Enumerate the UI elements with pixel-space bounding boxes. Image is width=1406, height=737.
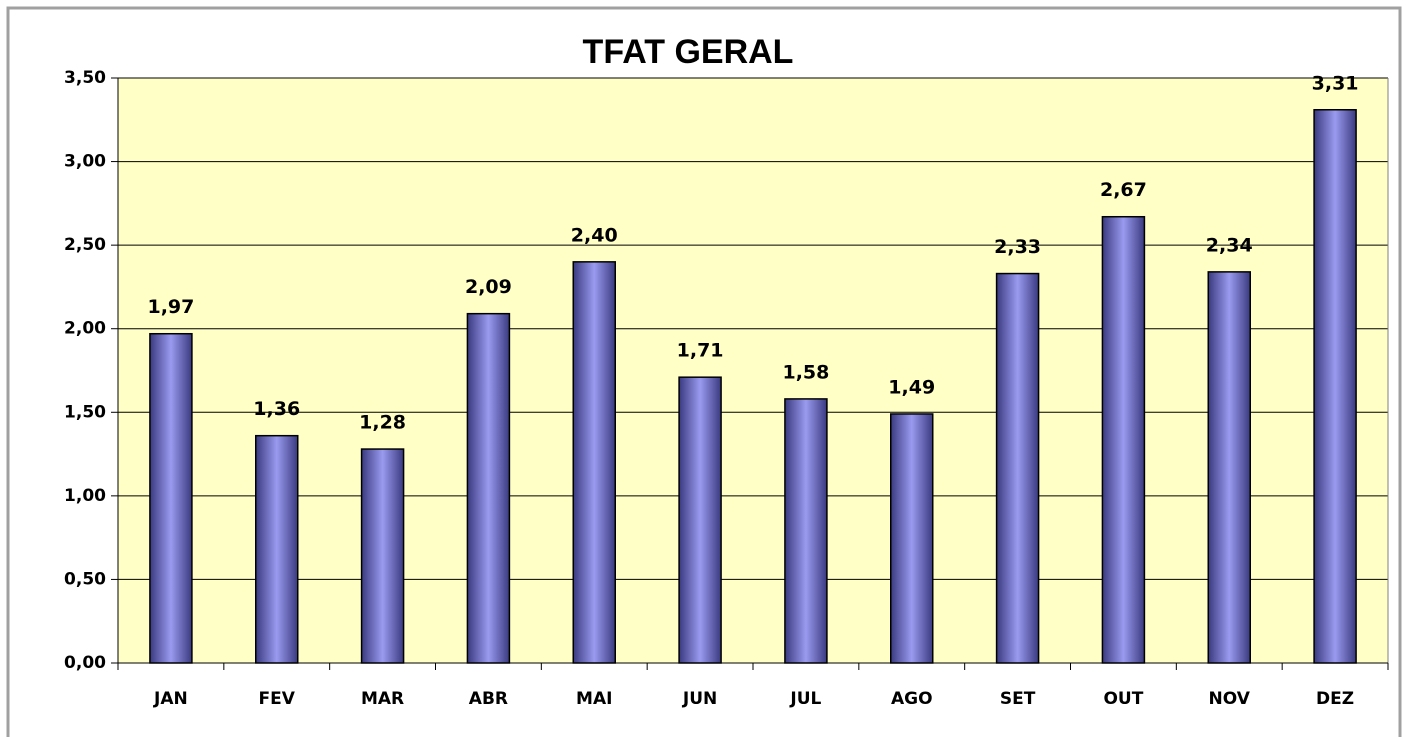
bar [360,448,405,664]
bar [1207,271,1251,664]
data-label: 1,49 [888,376,935,398]
y-tick-label: 1,00 [64,486,106,506]
y-tick-label: 3,50 [64,68,106,88]
data-label: 1,97 [147,296,194,318]
bar [890,413,934,664]
chart-title: TFAT GERAL [583,33,794,71]
y-tick-label: 1,50 [64,402,106,422]
bar [678,376,722,664]
x-tick-label: JUN [682,689,717,709]
x-tick-label: MAR [361,689,404,709]
data-label: 2,67 [1100,179,1147,201]
y-tick-label: 2,50 [64,235,106,255]
x-tick-label: JAN [153,689,188,709]
x-tick-label: AGO [891,689,933,709]
data-label: 1,71 [677,340,724,362]
x-tick-label: FEV [259,689,296,709]
bar [1101,215,1146,664]
bar [1313,109,1357,664]
bar [572,261,616,664]
data-label: 3,31 [1312,72,1359,94]
data-label: 1,58 [782,361,829,383]
data-label: 1,36 [253,398,300,420]
data-label: 2,33 [994,236,1041,258]
y-tick-label: 0,00 [64,653,106,673]
bar [784,398,828,664]
x-tick-label: ABR [469,689,508,709]
x-tick-label: NOV [1209,689,1251,709]
bar [255,434,299,664]
data-label: 1,28 [359,412,406,434]
data-label: 2,34 [1206,234,1253,256]
data-label: 2,40 [571,224,618,246]
y-tick-label: 2,00 [64,319,106,339]
bar [149,332,193,664]
plot-area [118,78,1388,663]
x-tick-label: JUL [789,689,821,709]
x-tick-label: MAI [576,689,612,709]
y-tick-label: 0,50 [64,569,106,589]
bar [995,272,1040,664]
bar [466,312,511,664]
y-tick-label: 3,00 [64,152,106,172]
x-tick-label: OUT [1103,689,1143,709]
x-tick-label: SET [1000,689,1036,709]
data-label: 2,09 [465,276,512,298]
x-tick-label: DEZ [1316,689,1354,709]
